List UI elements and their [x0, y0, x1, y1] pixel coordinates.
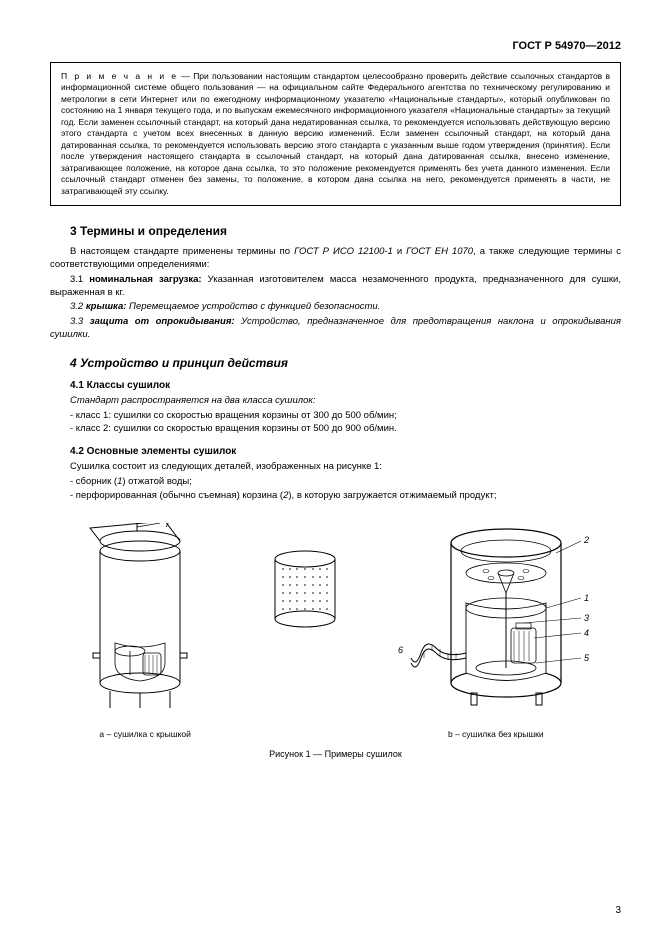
dryer-without-lid-icon: 2 1 3 4 5 6	[396, 523, 596, 723]
list-item: - класс 2: сушилки со скоростью вращения…	[70, 423, 621, 436]
term-name: крышка:	[86, 301, 127, 312]
perforated-basket-icon	[265, 539, 345, 739]
s42-intro: Сушилка состоит из следующих деталей, из…	[70, 461, 621, 474]
term-num: 3.2	[70, 301, 86, 312]
figure-b-caption: b – сушилка без крышки	[396, 729, 596, 739]
term-name: защита от опрокидывания:	[90, 316, 235, 327]
note-text: — При пользовании настоящим стандартом ц…	[61, 71, 610, 196]
s42-i2-b: ), в которую загружается отжимаемый прод…	[288, 490, 496, 501]
figure-main-caption: Рисунок 1 — Примеры сушилок	[50, 749, 621, 759]
list-item: - сборник (1) отжатой воды;	[70, 476, 621, 489]
subsection-4-1: 4.1 Классы сушилок	[70, 380, 621, 391]
list-item: - перфорированная (обычно съемная) корзи…	[70, 490, 621, 503]
term-def: Перемещаемое устройство с функцией безоп…	[126, 301, 380, 312]
term-num: 3.1	[70, 274, 89, 285]
intro-mid: и	[393, 246, 406, 257]
term-3-2: 3.2 крышка: Перемещаемое устройство с фу…	[50, 301, 621, 314]
section-3-intro: В настоящем стандарте применены термины …	[50, 246, 621, 272]
list-item: - класс 1: сушилки со скоростью вращения…	[70, 410, 621, 423]
s42-i1-a: - сборник (	[70, 476, 117, 487]
label-6: 6	[398, 645, 403, 655]
subsection-4-2: 4.2 Основные элементы сушилок	[70, 446, 621, 457]
s42-i1-b: ) отжатой воды;	[122, 476, 191, 487]
page-number: 3	[615, 905, 621, 916]
dryer-with-lid-icon: 7	[75, 523, 215, 723]
term-3-1: 3.1 номинальная загрузка: Указанная изго…	[50, 274, 621, 300]
intro-text-a: В настоящем стандарте применены термины …	[70, 246, 294, 257]
section-4-title: 4 Устройство и принцип действия	[70, 356, 621, 370]
label-1: 1	[584, 593, 589, 603]
section-3-title: 3 Термины и определения	[70, 224, 621, 238]
figure-b: 2 1 3 4 5 6 b – сушилка без крышки	[396, 523, 596, 739]
note-box: П р и м е ч а н и е — При пользовании на…	[50, 62, 621, 206]
label-4: 4	[584, 628, 589, 638]
label-5: 5	[584, 653, 590, 663]
term-3-3: 3.3 защита от опрокидывания: Устройство,…	[50, 316, 621, 342]
ref-gost-iso: ГОСТ Р ИСО 12100-1	[294, 246, 393, 257]
document-id: ГОСТ Р 54970—2012	[50, 40, 621, 52]
label-2: 2	[583, 535, 589, 545]
figure-basket	[265, 539, 345, 739]
label-3: 3	[584, 613, 589, 623]
figure-a-caption: a – сушилка с крышкой	[75, 729, 215, 739]
ref-gost-en: ГОСТ ЕН 1070	[406, 246, 473, 257]
term-num: 3.3	[70, 316, 90, 327]
s41-intro: Стандарт распространяется на два класса …	[70, 395, 621, 408]
term-name: номинальная загрузка:	[89, 274, 201, 285]
figures-row: 7	[50, 523, 621, 739]
note-label: П р и м е ч а н и е	[61, 71, 178, 81]
s42-i2-a: - перфорированная (обычно съемная) корзи…	[70, 490, 283, 501]
figure-a: 7	[75, 523, 215, 739]
